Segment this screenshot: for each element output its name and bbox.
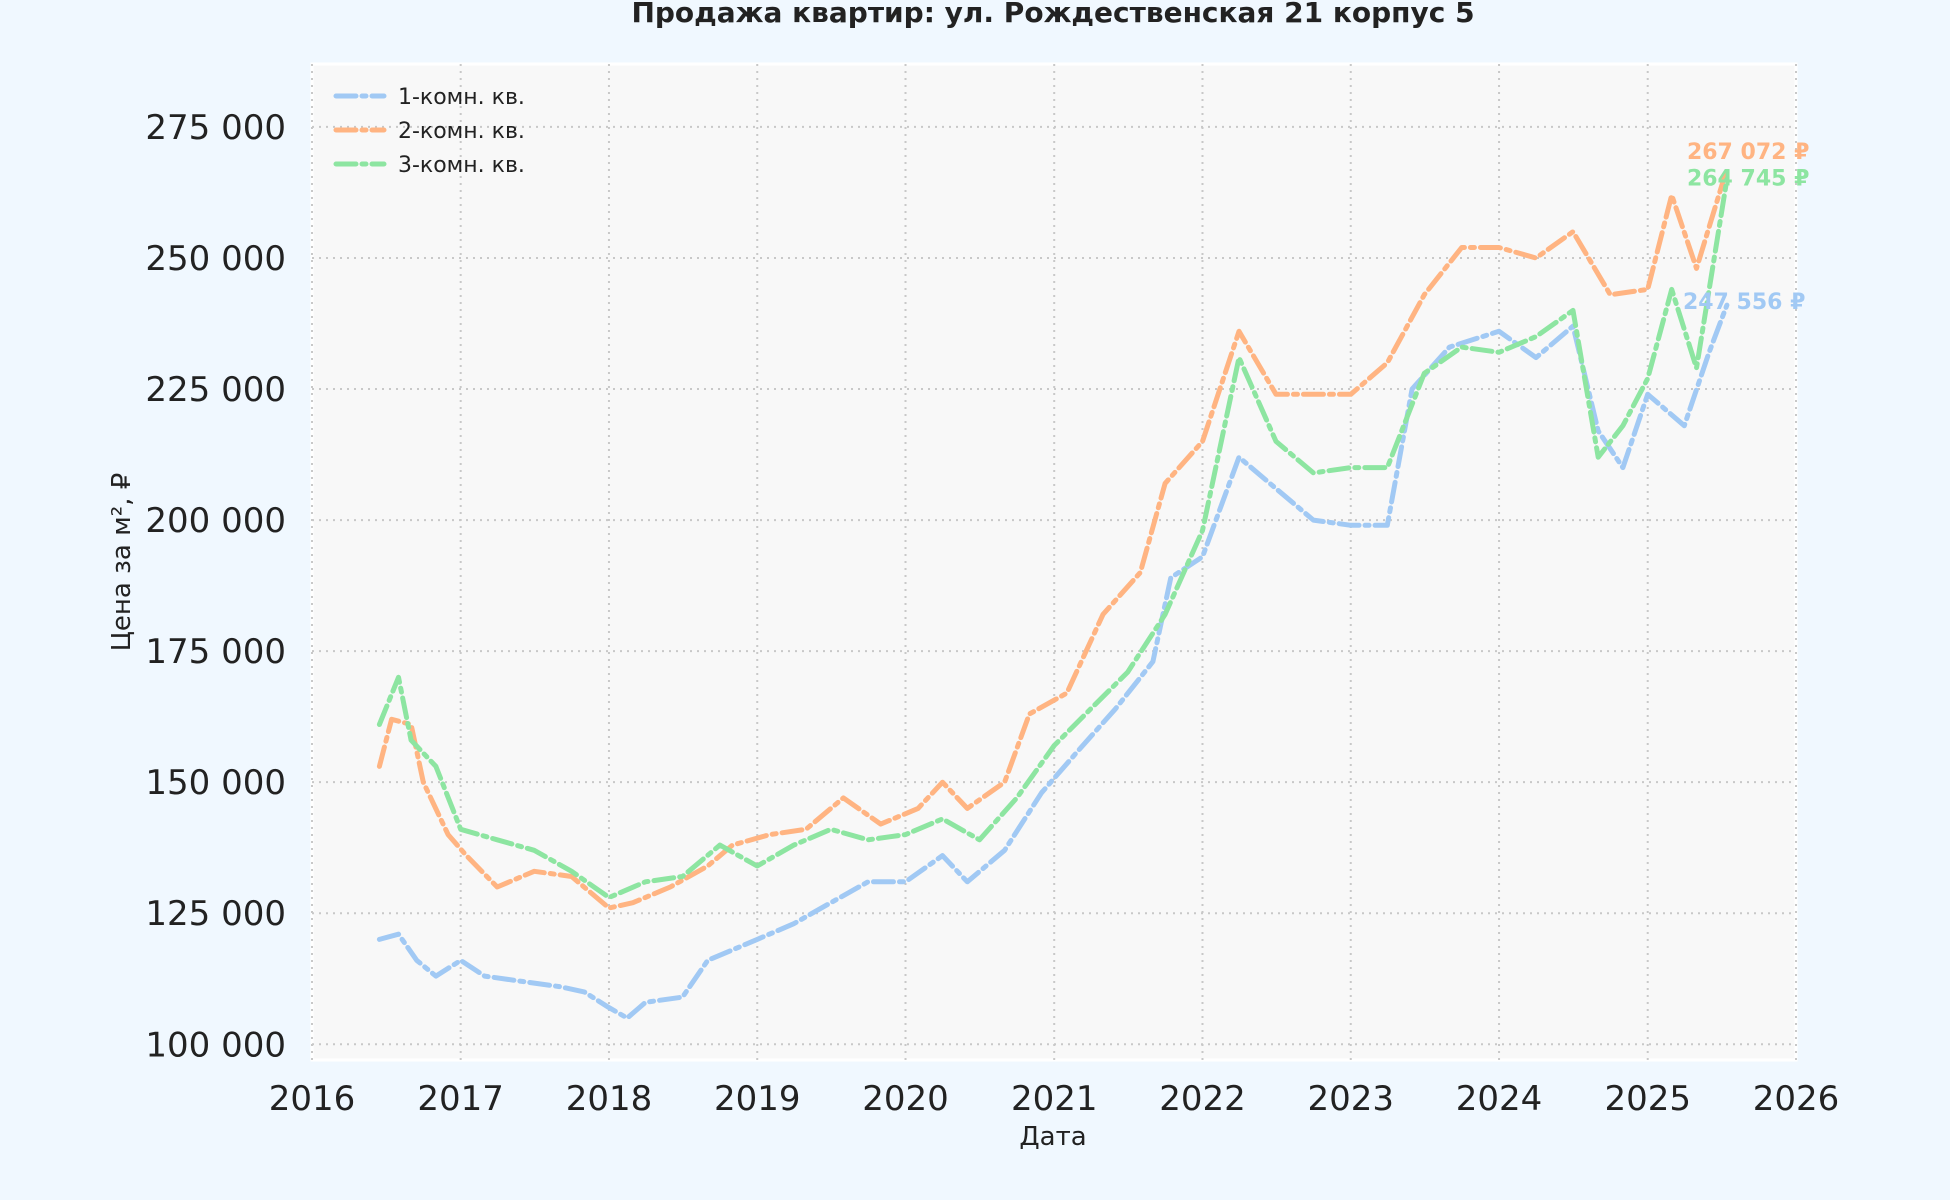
- grid: [311, 64, 1797, 1060]
- x-tick-label: 2021: [1011, 1079, 1098, 1119]
- legend-label: 2-комн. кв.: [398, 119, 525, 144]
- x-tick-label: 2020: [862, 1079, 949, 1119]
- series-end-label: 247 556 ₽: [1683, 290, 1805, 315]
- x-tick-label: 2016: [269, 1079, 356, 1119]
- series-line: [376, 302, 1730, 1021]
- chart-title: Продажа квартир: ул. Рождественская 21 к…: [631, 0, 1474, 29]
- y-tick-label: 200 000: [145, 501, 286, 541]
- x-tick-label: 2017: [417, 1079, 504, 1119]
- x-tick-label: 2026: [1753, 1079, 1840, 1119]
- series-end-label: 264 745 ₽: [1687, 166, 1809, 191]
- series-line: [376, 166, 1730, 911]
- x-tick-label: 2024: [1456, 1079, 1543, 1119]
- x-tick-label: 2019: [714, 1079, 801, 1119]
- y-tick-label: 175 000: [145, 632, 286, 672]
- x-axis-ticks: 2016 2017 2018 2019 2020 2021 2022 2023 2024 2025…: [269, 1079, 1840, 1119]
- y-tick-label: 250 000: [145, 239, 286, 279]
- y-tick-label: 125 000: [145, 894, 286, 934]
- x-tick-label: 2018: [566, 1079, 653, 1119]
- end-labels: 247 556 ₽ 267 072 ₽264 745 ₽: [1683, 140, 1809, 315]
- x-tick-label: 2023: [1307, 1079, 1394, 1119]
- legend: 1-комн. кв. 2-комн. кв. 3-комн. кв.: [333, 85, 525, 178]
- y-tick-label: 225 000: [145, 370, 286, 410]
- legend-label: 3-комн. кв.: [398, 153, 525, 178]
- y-tick-label: 100 000: [145, 1025, 286, 1065]
- x-axis-label: Дата: [1019, 1122, 1086, 1152]
- x-tick-label: 2022: [1159, 1079, 1246, 1119]
- series-end-label: 267 072 ₽: [1687, 140, 1809, 165]
- series-group: [376, 166, 1730, 1021]
- series-line: [376, 176, 1730, 900]
- y-axis-label: Цена за м², ₽: [107, 473, 137, 652]
- y-axis-ticks: 100 000 125 000 150 000 175 000 200 000 225 0…: [145, 108, 286, 1065]
- x-tick-label: 2025: [1604, 1079, 1691, 1119]
- y-tick-label: 275 000: [145, 108, 286, 148]
- y-tick-label: 150 000: [145, 763, 286, 803]
- legend-label: 1-комн. кв.: [398, 85, 525, 110]
